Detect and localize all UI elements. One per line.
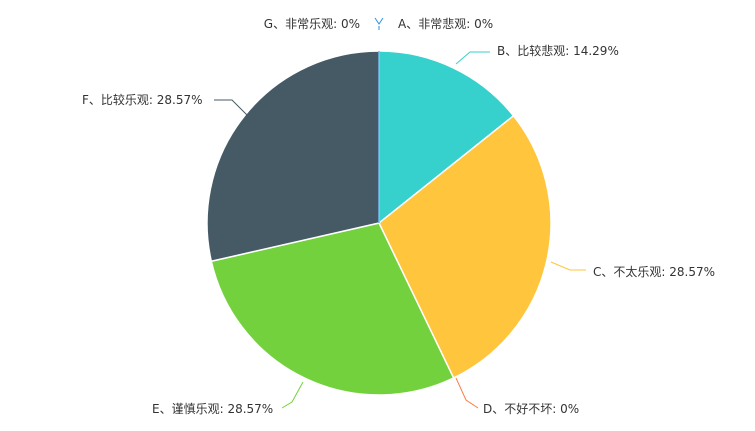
leader-line-e — [281, 381, 304, 409]
slice-label-b: B、比较悲观: 14.29% — [497, 43, 619, 58]
pie-slice-e[interactable] — [210, 222, 455, 396]
leader-line-b — [455, 51, 490, 65]
slice-label-f: F、比较乐观: 28.57% — [82, 92, 203, 107]
slice-label-g: G、非常乐观: 0% — [264, 17, 360, 31]
leader-line-f — [214, 99, 253, 121]
leader-line-c — [550, 261, 586, 271]
slice-label-c: C、不太乐观: 28.57% — [593, 264, 715, 279]
slice-label-d: D、不好不坏: 0% — [483, 402, 579, 416]
zero-slices-marker — [374, 17, 384, 25]
pie-slice-f[interactable] — [206, 50, 380, 263]
slice-label-a: A、非常悲观: 0% — [398, 16, 493, 31]
pie-slice-b[interactable] — [378, 50, 515, 225]
pie-slice-c[interactable] — [378, 114, 552, 379]
leader-line-d — [455, 377, 479, 409]
slice-label-e: E、谨慎乐观: 28.57% — [152, 402, 273, 416]
